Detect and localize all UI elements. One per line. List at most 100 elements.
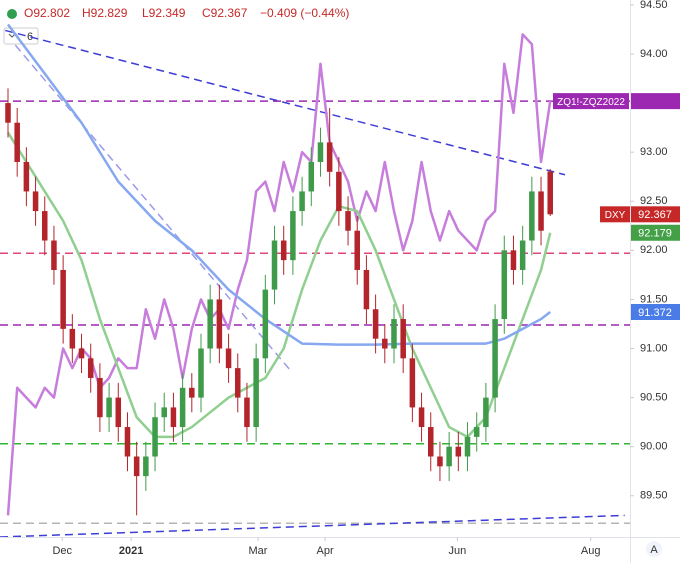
header-value: C92.367 bbox=[202, 6, 248, 20]
candle-body bbox=[455, 446, 462, 457]
candle-body bbox=[326, 142, 333, 172]
candle-body bbox=[519, 240, 526, 270]
candle-body bbox=[216, 299, 223, 349]
candle-body bbox=[336, 171, 342, 212]
candle-body bbox=[363, 269, 370, 310]
header-value: O92.802 bbox=[24, 6, 70, 20]
y-tick-label: 90.00 bbox=[640, 441, 668, 453]
candle-body bbox=[418, 407, 425, 428]
y-tick-label: 92.00 bbox=[640, 244, 668, 256]
candle-body bbox=[23, 161, 30, 192]
candle-body bbox=[14, 122, 20, 162]
candle-body bbox=[510, 250, 517, 270]
candle-body bbox=[290, 211, 296, 261]
candle-body bbox=[271, 240, 278, 290]
candle-body bbox=[198, 348, 204, 398]
badge-count: 6 bbox=[27, 31, 33, 43]
candle-body bbox=[547, 171, 553, 215]
candle-body bbox=[492, 319, 498, 398]
candle-body bbox=[372, 309, 379, 339]
axis-tag bbox=[631, 206, 680, 223]
tag-box bbox=[600, 206, 630, 223]
candle-body bbox=[437, 456, 443, 467]
x-tick-label: Apr bbox=[317, 545, 334, 557]
candle-body bbox=[427, 427, 434, 457]
candle-body bbox=[446, 446, 452, 467]
candle-body bbox=[152, 417, 158, 457]
candle-body bbox=[87, 358, 94, 378]
candle-body bbox=[529, 191, 535, 241]
y-tick-label: 93.00 bbox=[640, 146, 668, 158]
trendline bbox=[5, 29, 566, 176]
candle-body bbox=[382, 338, 388, 349]
candle-body bbox=[60, 269, 66, 329]
y-tick-label: 94.50 bbox=[640, 0, 668, 11]
axis-tag-value: 92.367 bbox=[638, 209, 672, 221]
candle-body bbox=[409, 358, 416, 408]
header-value: L92.349 bbox=[142, 6, 186, 20]
candle-body bbox=[317, 142, 324, 162]
candle-body bbox=[170, 407, 177, 428]
candle-body bbox=[133, 456, 140, 477]
candle-body bbox=[538, 191, 544, 231]
y-tick-label: 94.00 bbox=[640, 48, 668, 60]
header-value: H92.829 bbox=[82, 6, 128, 20]
x-tick-label: Dec bbox=[52, 545, 72, 557]
candle-body bbox=[78, 348, 85, 359]
x-tick-label: Jun bbox=[449, 545, 467, 557]
axis-tag bbox=[631, 224, 680, 241]
candle-body bbox=[51, 240, 57, 270]
candle-body bbox=[473, 427, 480, 437]
candle-body bbox=[345, 211, 351, 231]
plot-area bbox=[0, 23, 630, 537]
candle-body bbox=[501, 250, 508, 320]
candle-body bbox=[280, 240, 287, 261]
candle-body bbox=[179, 387, 186, 428]
candle-body bbox=[161, 407, 167, 418]
candle-body bbox=[207, 299, 213, 349]
candle-body bbox=[115, 397, 122, 428]
axis-tag bbox=[631, 303, 680, 320]
tag-box bbox=[553, 93, 629, 110]
y-tick-label: 91.00 bbox=[640, 342, 668, 354]
candle-body bbox=[299, 191, 305, 212]
candle-body bbox=[225, 348, 232, 369]
candle-body bbox=[69, 328, 76, 349]
candle-body bbox=[262, 289, 269, 359]
candle-body bbox=[244, 397, 250, 428]
x-tick-label: Aug bbox=[581, 545, 601, 557]
candle-body bbox=[464, 436, 471, 457]
candle-body bbox=[253, 358, 259, 428]
candle-body bbox=[143, 456, 149, 477]
y-tick-label: 91.50 bbox=[640, 293, 668, 305]
x-tick-label: Mar bbox=[248, 545, 267, 557]
series-line bbox=[6, 23, 551, 346]
candle-body bbox=[354, 230, 360, 270]
y-tick-label: 89.50 bbox=[640, 490, 668, 502]
auto-scale-label: A bbox=[650, 544, 658, 556]
candle-body bbox=[5, 103, 11, 123]
candle-body bbox=[106, 397, 112, 418]
candle-body bbox=[124, 427, 131, 457]
tag-name: ZQ1!-ZQZ2022 bbox=[557, 97, 625, 108]
chevron bbox=[8, 33, 16, 38]
tag-name: DXY bbox=[605, 210, 626, 221]
axis-tag-value: 92.179 bbox=[638, 228, 672, 240]
trendline bbox=[0, 514, 625, 537]
candle-body bbox=[400, 319, 406, 359]
auto-scale-button[interactable] bbox=[646, 541, 662, 557]
candle-body bbox=[189, 387, 195, 398]
candle-body bbox=[308, 161, 315, 192]
candle-body bbox=[42, 211, 48, 241]
x-tick-label: 2021 bbox=[119, 545, 143, 557]
axis-tag-value: 91.372 bbox=[638, 307, 672, 319]
y-tick-label: 92.50 bbox=[640, 195, 668, 207]
candle-body bbox=[483, 397, 489, 428]
status-dot bbox=[7, 9, 17, 19]
header-value: −0.409 (−0.44%) bbox=[260, 6, 349, 20]
candle-body bbox=[234, 368, 241, 398]
candle-body bbox=[97, 377, 103, 418]
trendline bbox=[14, 44, 291, 371]
